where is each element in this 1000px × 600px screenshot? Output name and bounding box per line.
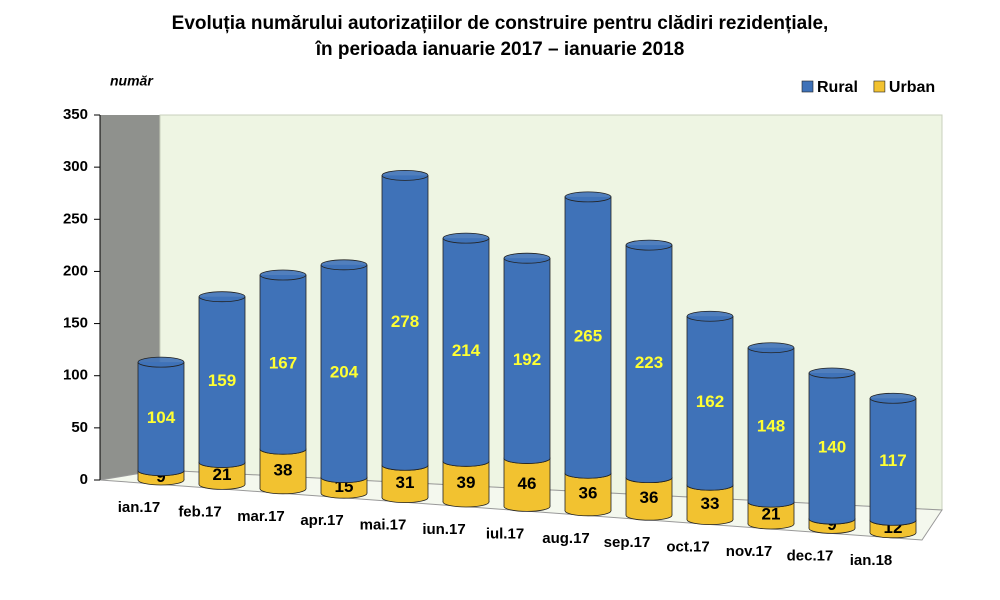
x-tick-label: nov.17 [726,543,772,560]
value-label: 278 [391,312,419,331]
legend-label: Rural [817,79,858,96]
chart-title: Evoluția numărului autorizațiilor de con… [172,13,829,34]
cylinder-top [625,239,673,251]
value-label: 159 [208,371,236,390]
bar-segment [199,296,245,463]
x-tick-label: dec.17 [787,547,834,564]
bar-segment [443,461,489,502]
value-label: 33 [701,494,720,513]
value-label: 140 [818,437,846,456]
y-tick-label: 150 [63,315,88,332]
value-label: 9 [827,515,836,534]
bar-segment [443,238,489,462]
value-label: 31 [396,473,415,492]
cylinder-top [442,232,490,244]
y-tick-label: 0 [80,471,88,488]
value-label: 148 [757,416,785,435]
x-tick-label: iun.17 [422,521,465,538]
cylinder-top [503,252,551,264]
bar-segment [870,398,916,521]
y-tick-label: 300 [63,158,88,175]
x-tick-label: sep.17 [604,534,651,551]
y-axis-label: număr [110,73,154,89]
cylinder-top [259,269,307,281]
x-tick-label: aug.17 [542,530,590,547]
x-tick-label: ian.18 [850,552,893,569]
value-label: 192 [513,350,541,369]
y-tick-label: 350 [63,106,88,123]
cylinder-top [686,310,734,322]
cylinder-top [564,191,612,203]
bar-segment [626,245,672,478]
x-tick-label: iul.17 [486,525,524,542]
value-label: 46 [518,474,537,493]
value-label: 21 [213,465,232,484]
x-tick-label: ian.17 [118,499,161,516]
chart-title: în perioada ianuarie 2017 – ianuarie 201… [315,39,685,60]
cylinder-top [198,291,246,303]
cylinder-top [381,169,429,181]
y-tick-label: 250 [63,210,88,227]
legend-swatch [801,80,814,93]
bar-segment [748,502,794,524]
value-label: 167 [269,354,297,373]
value-label: 204 [330,363,359,382]
value-label: 162 [696,392,724,411]
bar-segment [748,347,794,503]
x-tick-label: mai.17 [360,517,407,534]
cylinder-top [137,356,185,368]
value-label: 214 [452,341,481,360]
value-label: 223 [635,353,663,372]
value-label: 21 [762,505,781,524]
y-tick-label: 100 [63,367,88,384]
y-tick-label: 50 [71,419,88,436]
value-label: 104 [147,408,176,427]
cylinder-top [747,342,795,354]
cylinder-top [869,392,917,404]
value-label: 36 [579,484,598,503]
cylinder-top [808,367,856,379]
bar-segment [504,258,550,459]
bar-segment [321,264,367,478]
legend-swatch [873,80,886,93]
value-label: 38 [274,460,293,479]
bar-segment [687,316,733,486]
value-label: 36 [640,488,659,507]
bar-segment [565,196,611,474]
bar-segment [626,477,672,516]
x-tick-label: feb.17 [178,503,221,520]
bar-segment [199,462,245,485]
x-tick-label: oct.17 [666,539,709,556]
bar-segment [260,275,306,450]
bar-segment [504,458,550,507]
bar-segment [687,485,733,520]
bar-segment [138,362,184,471]
legend-label: Urban [889,79,935,96]
x-tick-label: apr.17 [300,512,343,529]
y-tick-label: 200 [63,262,88,279]
value-label: 117 [879,451,906,470]
value-label: 265 [574,327,602,346]
bar-segment [382,175,428,466]
x-tick-label: mar.17 [237,508,285,525]
value-label: 9 [156,467,165,486]
bar-segment [260,449,306,489]
value-label: 39 [457,473,476,492]
bar-segment [809,373,855,520]
bar-segment [565,473,611,511]
cylinder-top [320,259,368,271]
